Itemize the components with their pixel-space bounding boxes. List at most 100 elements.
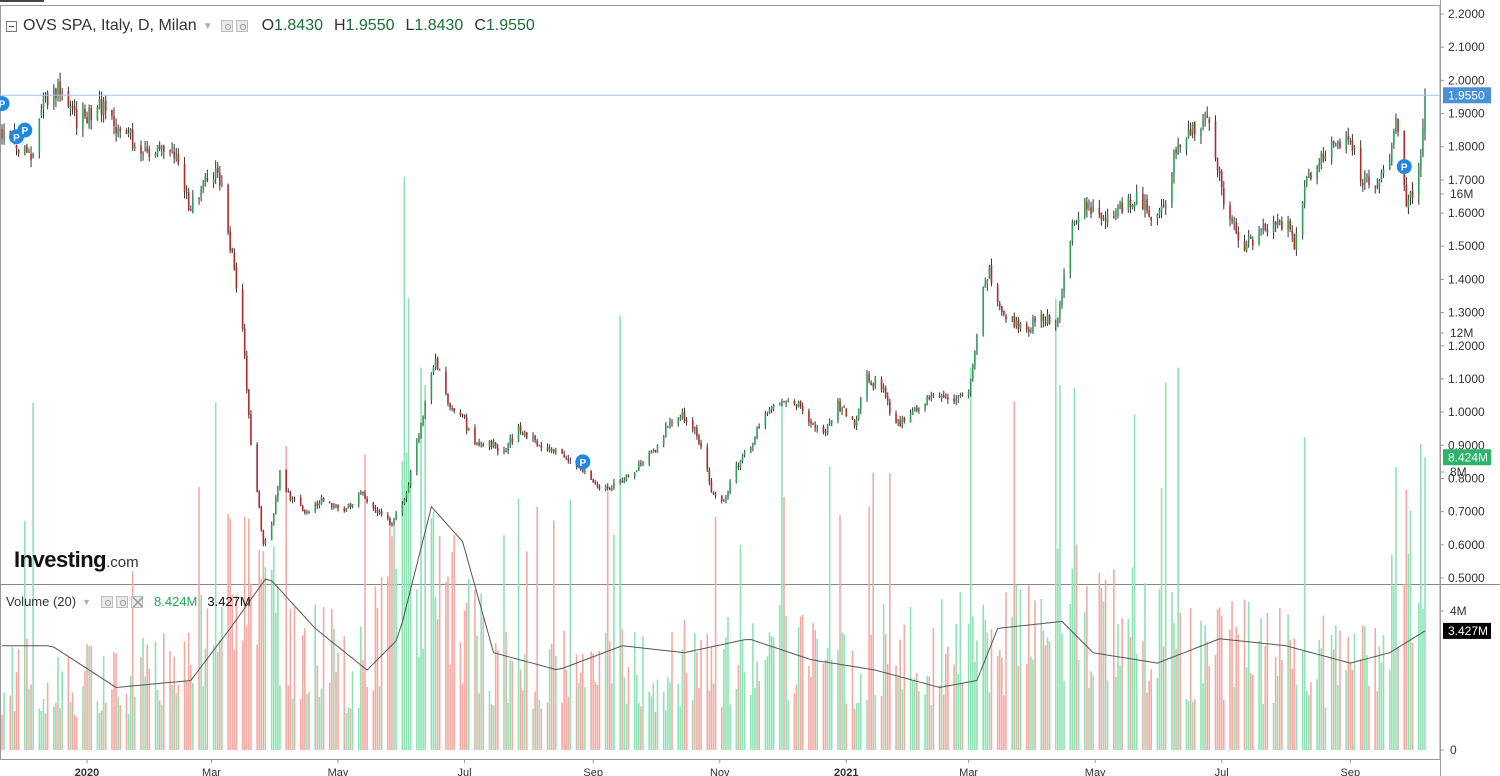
event-marker[interactable] (1396, 159, 1412, 175)
volume-bar (913, 678, 916, 750)
volume-bar (918, 691, 920, 750)
candle-down (216, 167, 219, 173)
candle-up (270, 523, 273, 541)
volume-bar (104, 702, 107, 750)
candle-up (911, 410, 914, 415)
candle-down (783, 401, 785, 403)
price-tick-label: 0.9000 (1448, 438, 1485, 452)
candle-up (333, 505, 335, 508)
event-marker-label: P (1401, 163, 1408, 174)
volume-bar (1019, 589, 1022, 750)
candle-down (391, 524, 393, 526)
volume-bar (596, 684, 599, 750)
volume-bar (509, 659, 512, 750)
volume-bar (1247, 601, 1250, 750)
volume-bar (117, 696, 119, 750)
candle-up (604, 486, 607, 490)
volume-bar (403, 176, 406, 750)
volume-bar (200, 594, 202, 750)
candle-down (113, 116, 115, 126)
event-marker[interactable] (17, 122, 33, 138)
volume-bar (351, 671, 354, 750)
volume-bar (28, 688, 30, 750)
volume-bar (1281, 659, 1283, 750)
volume-bar (874, 695, 877, 750)
candle-down (1214, 120, 1217, 159)
candle-down (1347, 136, 1350, 140)
candle-up (725, 496, 727, 500)
eye-icon[interactable] (220, 20, 233, 32)
candle-down (301, 506, 304, 512)
candle-down (376, 509, 379, 514)
instrument-name[interactable]: OVS SPA, Italy, D, Milan (23, 17, 197, 34)
candle-up (160, 147, 163, 149)
eye-icon[interactable] (101, 595, 114, 608)
volume-bar (98, 712, 101, 750)
volume-bar (766, 656, 769, 750)
volume-bar (1011, 616, 1014, 750)
candle-up (1102, 216, 1105, 219)
candle-up (1135, 191, 1138, 206)
candle-down (872, 384, 875, 387)
event-marker[interactable] (0, 96, 10, 112)
candle-down (990, 265, 993, 284)
candle-down (125, 129, 128, 134)
candle-up (1303, 186, 1306, 204)
date-tick-label: Jul (1215, 767, 1229, 776)
gear-icon[interactable] (116, 595, 129, 608)
volume-tick-label: 8M (1450, 465, 1467, 479)
volume-bar (430, 518, 433, 750)
volume-bar (1171, 591, 1173, 750)
price-tick-label: 1.8000 (1448, 140, 1485, 154)
volume-bar (882, 603, 885, 750)
candle-down (1281, 221, 1283, 230)
candle-up (830, 420, 833, 424)
candle-up (1330, 140, 1333, 159)
volume-study-label[interactable]: Volume (20) (6, 594, 77, 609)
candle-down (287, 491, 290, 493)
event-marker[interactable] (575, 454, 591, 470)
candle-up (1345, 137, 1347, 149)
candle-down (459, 412, 462, 415)
volume-bar (1164, 382, 1167, 750)
candle-down (592, 479, 594, 483)
candle-up (318, 503, 321, 506)
date-tick-label: 2021 (834, 767, 858, 776)
candle-down (189, 209, 192, 211)
volume-bar (667, 676, 669, 750)
volume-bar (231, 594, 234, 750)
collapse-icon[interactable] (6, 20, 17, 32)
candle-up (57, 82, 59, 97)
volume-bar (1368, 685, 1370, 750)
gear-icon[interactable] (235, 20, 248, 32)
close-icon[interactable] (131, 595, 144, 608)
volume-bar (1262, 703, 1265, 750)
candle-down (465, 417, 468, 431)
candle-down (1193, 122, 1196, 135)
candle-up (277, 488, 279, 499)
volume-bar (374, 586, 377, 750)
volume-bar (119, 704, 122, 750)
volume-bar (1229, 629, 1231, 750)
chevron-down-icon[interactable]: ▼ (82, 596, 92, 607)
volume-bar (320, 688, 323, 750)
volume-bar (420, 367, 422, 750)
volume-ma-line (2, 505, 1426, 689)
volume-bar (233, 649, 236, 750)
volume-bar (1025, 664, 1028, 750)
volume-bar (723, 649, 725, 750)
volume-bar (127, 714, 130, 750)
chevron-down-icon[interactable]: ▼ (202, 20, 213, 32)
volume-bar (1295, 684, 1298, 750)
candle-down (75, 109, 78, 129)
investing-logo[interactable]: Investing.com (14, 547, 139, 573)
volume-bar (285, 445, 287, 750)
candle-up (320, 497, 323, 504)
volume-bar (901, 689, 904, 750)
volume-bar (783, 497, 785, 750)
candle-up (984, 283, 987, 288)
candle-down (1349, 140, 1352, 142)
candle-down (362, 491, 364, 494)
